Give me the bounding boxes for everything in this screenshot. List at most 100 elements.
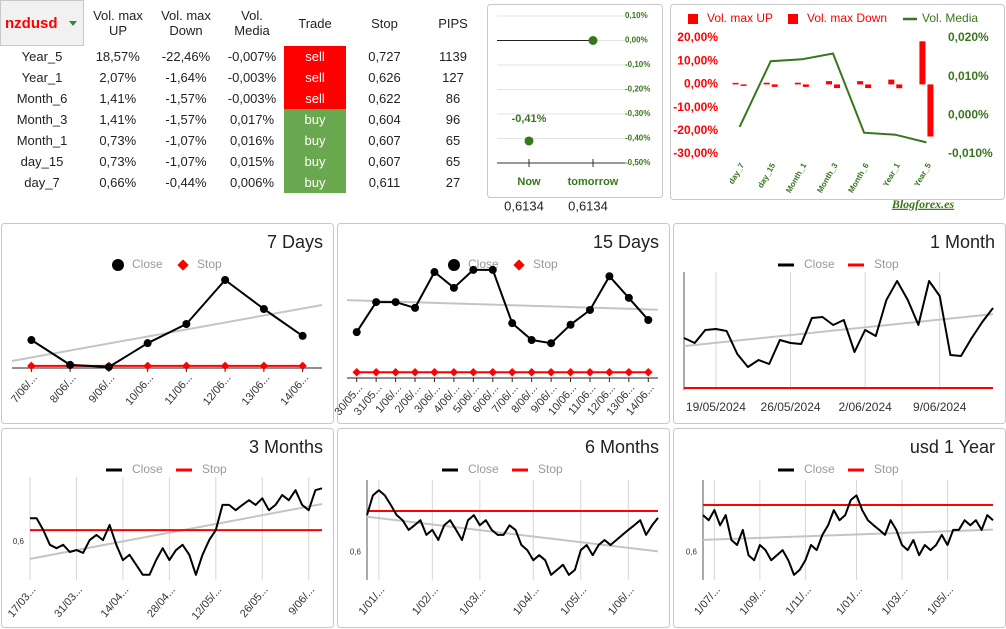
row-label: Month_6	[16, 91, 68, 106]
y-tick-label: 20,00%	[677, 30, 718, 44]
data-point	[624, 367, 634, 377]
table-cell: -0,007%	[227, 48, 277, 64]
row-label: day_7	[24, 175, 60, 190]
trend-line	[683, 313, 994, 348]
trade-cell: buy	[284, 109, 346, 130]
bar	[919, 41, 926, 85]
bar	[771, 84, 778, 87]
y-tick-label: -0,40%	[625, 134, 650, 143]
row-label: Month_3	[16, 112, 68, 127]
bar	[826, 81, 832, 85]
table-row: day_15 0,73% -1,07% 0,015% buy 0,607 65	[1, 151, 484, 172]
bar	[865, 84, 872, 89]
table-cell: 0,607	[368, 133, 401, 148]
chart-title: 7 Days	[267, 232, 323, 252]
bar	[834, 84, 840, 89]
data-point	[27, 336, 36, 345]
data-point	[143, 339, 152, 348]
table-cell: 65	[445, 133, 461, 148]
y-tick-label: -0,50%	[625, 158, 650, 167]
table-cell: 127	[442, 70, 464, 85]
data-point	[507, 367, 517, 377]
table-cell: 0,66%	[99, 175, 137, 190]
bar	[763, 82, 770, 85]
data-line	[683, 280, 994, 368]
symbol-selector: nzdusd	[0, 0, 84, 46]
column-header: PIPS	[423, 1, 483, 46]
connector-line	[30, 279, 304, 368]
column-header-text: Vol. max Down	[161, 8, 211, 38]
legend-swatch	[513, 259, 525, 271]
table-row: Month_6 1,41% -1,57% -0,003% sell 0,622 86	[1, 88, 484, 109]
table-cell: -1,07%	[165, 133, 207, 148]
table-cell: 0,015%	[229, 154, 275, 169]
header-row: nzdusd Vol. max UP Vol. max Down Vol. Media…	[0, 0, 484, 46]
y-tick-label: -10,00%	[673, 100, 718, 114]
data-point	[624, 293, 633, 302]
data-point	[391, 367, 400, 377]
table-cell: 0,73%	[99, 133, 137, 148]
column-header-text: PIPS	[438, 15, 468, 31]
data-point	[644, 316, 653, 324]
column-header-text: Trade	[298, 15, 332, 31]
table-cell: 65	[445, 154, 461, 169]
y2-tick-label: 0,020%	[948, 30, 989, 44]
data-point	[220, 361, 230, 371]
bar	[802, 84, 809, 87]
table-cell: 0,626	[368, 70, 401, 85]
data-point	[588, 36, 598, 45]
y-tick-label: -0,30%	[625, 109, 650, 118]
data-line	[702, 494, 994, 576]
bar	[896, 84, 903, 89]
legend-swatch	[448, 259, 460, 271]
table-cell: 18,57%	[95, 48, 140, 64]
table-cell: 86	[445, 91, 461, 106]
data-point	[66, 360, 75, 369]
chart-frame	[1, 223, 334, 424]
data-point	[27, 361, 36, 371]
data-point	[352, 367, 361, 377]
data-point	[488, 367, 498, 377]
data-point	[469, 367, 478, 377]
column-header-text: Stop	[371, 15, 398, 31]
table-cell: 0,622	[368, 91, 401, 106]
y-tick-label: 10,00%	[677, 53, 718, 67]
y2-tick-label: -0,010%	[948, 146, 993, 160]
data-point	[298, 361, 307, 371]
legend-label: Close	[132, 257, 163, 271]
bar	[732, 82, 739, 85]
table-cell: 27	[445, 175, 461, 190]
y-tick-label: -20,00%	[673, 123, 718, 137]
data-point	[221, 276, 230, 284]
data-point	[566, 320, 575, 329]
column-header-text: Vol. max UP	[93, 8, 143, 38]
price-label: 0,6134	[568, 198, 608, 213]
data-point	[182, 361, 191, 371]
connector-line	[355, 268, 650, 345]
table-cell: 0,604	[368, 112, 401, 127]
data-line	[738, 52, 927, 144]
data-point	[182, 320, 191, 328]
legend-swatch	[688, 14, 698, 24]
x-tick-label: Now	[517, 176, 541, 188]
table-cell: 0,727	[368, 48, 401, 64]
data-point	[371, 367, 381, 377]
y-tick-label: 0,6	[350, 548, 362, 557]
trade-cell: sell	[284, 67, 346, 88]
legend-swatch	[112, 259, 124, 271]
table-row: Year_1 2,07% -1,64% -0,003% sell 0,626 127	[1, 67, 484, 88]
data-point	[527, 367, 536, 377]
data-point	[430, 268, 439, 277]
data-point	[410, 367, 420, 377]
x-tick-label: 19/05/2024	[686, 400, 746, 414]
y2-tick-label: 0,000%	[948, 108, 989, 122]
row-label: Year_1	[21, 70, 63, 85]
volatility-table: nzdusd Vol. max UP Vol. max Down Vol. Media…	[0, 0, 483, 193]
trend-line	[366, 515, 659, 553]
column-header: Trade	[284, 1, 346, 46]
y-tick-label: 0,00%	[625, 36, 648, 45]
symbol-name: nzdusd	[5, 14, 58, 32]
table-cell: -1,57%	[165, 112, 207, 127]
data-point	[605, 272, 614, 281]
